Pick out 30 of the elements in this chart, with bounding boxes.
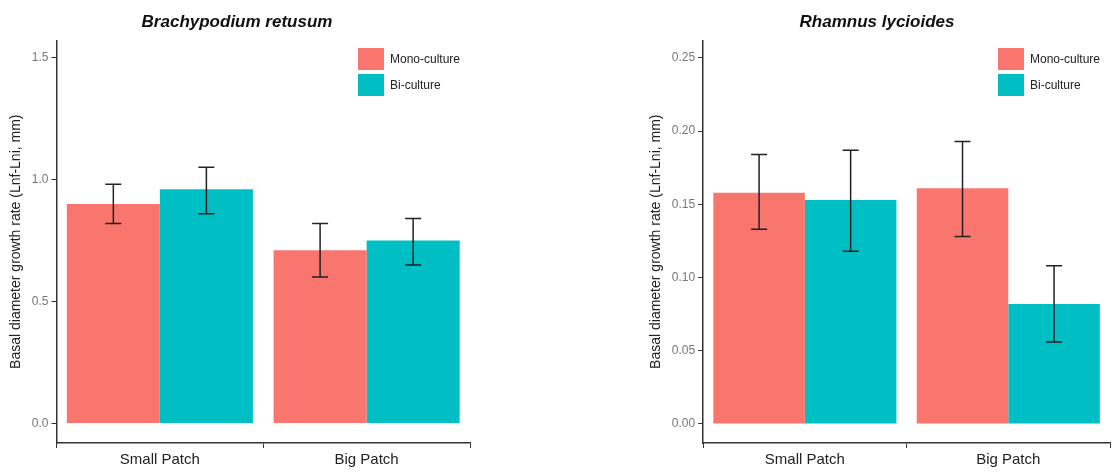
y-tick-label: 1.0 [31, 171, 49, 186]
bar [273, 250, 367, 423]
y-tick-label: 0.10 [671, 269, 696, 284]
x-tick-label: Big Patch [976, 450, 1041, 468]
bar [804, 199, 897, 424]
y-axis-title: Basal diameter growth rate (Lnf-Lni, mm) [647, 114, 664, 369]
bar [366, 240, 460, 423]
bar [159, 189, 253, 423]
y-axis-title: Basal diameter growth rate (Lnf-Lni, mm) [7, 114, 24, 369]
x-tick-label: Big Patch [334, 450, 399, 468]
bar [66, 203, 160, 423]
chart-title: Brachypodium retusum [141, 11, 333, 31]
x-tick-label: Small Patch [119, 450, 200, 468]
y-tick-label: 0.15 [671, 196, 696, 211]
legend-label: Mono-culture [389, 52, 460, 67]
y-tick-label: 1.5 [31, 49, 49, 64]
y-tick-label: 0.25 [671, 50, 696, 65]
y-tick-label: 0.00 [671, 416, 696, 431]
bar [1008, 303, 1100, 424]
legend-label: Bi-culture [389, 78, 441, 93]
bar [713, 192, 805, 424]
y-tick-label: 0.0 [31, 415, 49, 430]
legend-label: Bi-culture [1029, 78, 1081, 93]
chart-title: Rhamnus lycioides [799, 11, 955, 31]
bar [916, 188, 1009, 424]
y-tick-label: 0.20 [671, 123, 696, 138]
legend-label: Mono-culture [1029, 52, 1100, 67]
y-tick-label: 0.5 [31, 293, 49, 308]
x-tick-label: Small Patch [764, 450, 845, 468]
y-tick-label: 0.05 [671, 343, 696, 358]
